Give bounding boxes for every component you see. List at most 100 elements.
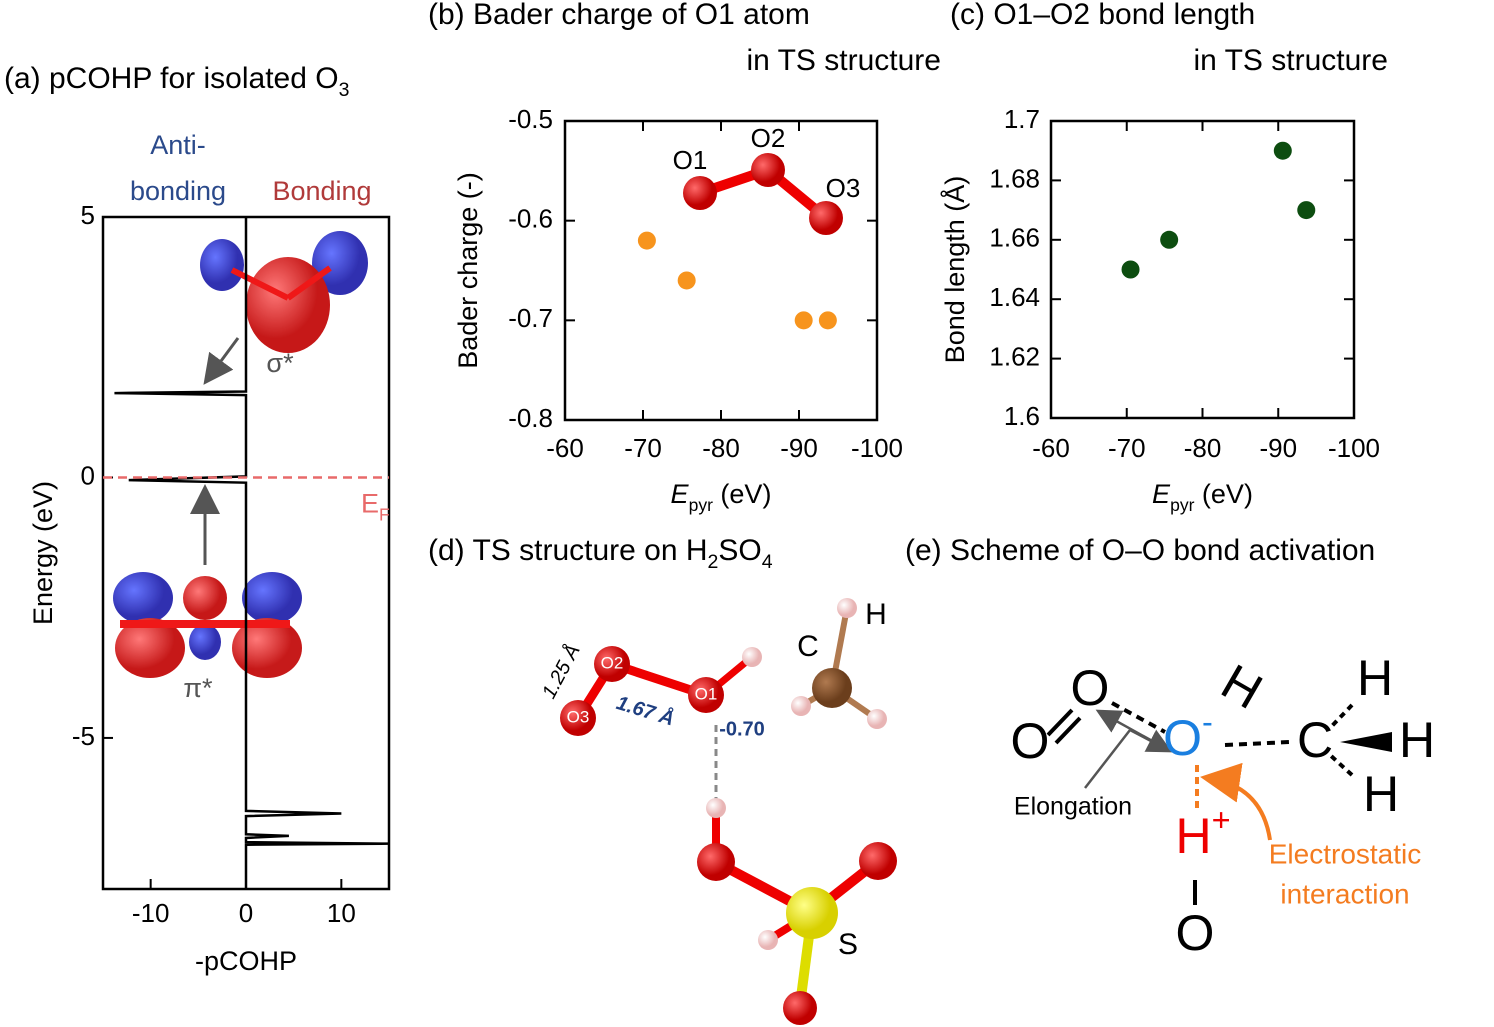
point [637, 231, 656, 250]
panel-title: (a) pCOHP for isolated O3 [4, 62, 349, 101]
fermi-label: EF [361, 489, 390, 525]
panel-title: (b) Bader charge of O1 atom [428, 0, 810, 31]
point [1160, 230, 1179, 249]
atom-label: O [1071, 660, 1110, 716]
y-axis-label: Bader charge (-) [453, 172, 483, 369]
panel-title: (e) Scheme of O–O bond activation [905, 534, 1375, 567]
x-axis-label: Epyr (eV) [1152, 479, 1253, 515]
plot-frame [1049, 119, 1356, 420]
y-tick-label: 1.66 [989, 223, 1040, 253]
sigma-label: σ* [266, 348, 294, 378]
text-part: 3 [339, 79, 350, 101]
pi-label: π* [183, 673, 213, 703]
y-tick-label: -0.5 [508, 104, 553, 134]
text-part: H [1175, 808, 1211, 864]
y-tick-label: -0.7 [508, 303, 553, 333]
y-tick-label: 1.64 [989, 282, 1040, 312]
y-tick-label: -0.8 [508, 403, 553, 433]
atom-label: O1 [673, 145, 708, 175]
point [1121, 260, 1140, 279]
point [1297, 201, 1316, 220]
atom-label: O2 [601, 653, 624, 672]
arrow [1084, 729, 1131, 789]
atom-label: H+ [1175, 802, 1230, 865]
atom-label: O [1011, 713, 1050, 769]
x-tick-label: -90 [1259, 433, 1297, 463]
text-part: E [671, 479, 690, 509]
panel-title: in TS structure [746, 44, 941, 77]
text-part: 2 [708, 551, 719, 573]
panel-title: in TS structure [1193, 44, 1388, 77]
atom-label: O [1176, 905, 1215, 961]
x-tick-label: -60 [1032, 433, 1070, 463]
electrostatic-label: Electrostatic [1269, 838, 1422, 869]
atom-label: O3 [826, 173, 861, 203]
wedge [1340, 732, 1392, 752]
x-axis-label: Epyr (eV) [671, 479, 772, 515]
y-tick-label: 5 [81, 200, 95, 230]
x-tick-label: 0 [239, 898, 253, 928]
text-part: (a) pCOHP for isolated O [4, 62, 339, 95]
atom-label: O2 [751, 123, 786, 153]
x-tick-label: -100 [851, 433, 903, 463]
x-tick-label: -80 [702, 433, 740, 463]
text-part: E [1152, 479, 1171, 509]
text-part: (d) TS structure on H [428, 534, 708, 567]
point [677, 271, 696, 290]
atom-label: H [1363, 766, 1399, 822]
atom-label: O1 [695, 684, 718, 703]
atom-label: C [797, 630, 819, 663]
text-part: O [1163, 710, 1202, 766]
atom-label: H [1399, 712, 1435, 768]
atom-label: H [1212, 653, 1271, 720]
x-tick-label: -60 [546, 433, 584, 463]
text-part: 4 [762, 551, 773, 573]
point [1273, 141, 1292, 160]
y-tick-label: -0.6 [508, 204, 553, 234]
electrostatic-label: interaction [1280, 878, 1409, 909]
text-part: SO [718, 534, 761, 567]
panel-title: (d) TS structure on H2SO4 [428, 534, 773, 573]
antibonding-label: bonding [130, 176, 226, 206]
ts-structure [560, 598, 897, 1025]
x-tick-label: -10 [132, 898, 170, 928]
plot-frame [563, 119, 879, 422]
point [818, 311, 837, 330]
arrow [1129, 728, 1173, 753]
bond-length-label: 1.25 Å [537, 640, 584, 702]
text-part: - [1202, 704, 1213, 740]
text-part: F [379, 504, 390, 524]
antibonding-label: Anti- [150, 130, 206, 160]
y-axis-label: Bond length (Å) [939, 176, 970, 364]
charge-label: -0.70 [719, 718, 765, 740]
x-tick-label: 10 [327, 898, 356, 928]
y-tick-label: 1.6 [1004, 401, 1040, 431]
atom-label: C [1297, 712, 1333, 768]
atom-label: H [1357, 650, 1393, 706]
arrow [1200, 762, 1272, 841]
text-part: (eV) [713, 479, 772, 509]
ozone-inset [683, 153, 843, 235]
x-tick-label: -90 [780, 433, 818, 463]
arrow [203, 337, 240, 385]
atom-label: H [865, 598, 887, 631]
x-tick-label: -70 [624, 433, 662, 463]
text-part: pyr [1170, 495, 1195, 515]
atom-label: O3 [567, 707, 590, 726]
elongation-label: Elongation [1014, 793, 1132, 821]
y-tick-label: -5 [72, 721, 95, 751]
pcohp-line [114, 217, 390, 889]
panel-title: (c) O1–O2 bond length [950, 0, 1255, 31]
orbital-pi [113, 572, 302, 678]
y-tick-label: 1.68 [989, 163, 1040, 193]
y-tick-label: 0 [81, 460, 95, 490]
text-part: (eV) [1194, 479, 1253, 509]
x-tick-label: -80 [1184, 433, 1222, 463]
point [794, 311, 813, 330]
text-part: pyr [689, 495, 714, 515]
y-tick-label: 1.62 [989, 341, 1040, 371]
atom-label: O- [1163, 704, 1213, 767]
y-tick-label: 1.7 [1004, 104, 1040, 134]
bond-length-label: 1.67 Å [614, 690, 677, 730]
